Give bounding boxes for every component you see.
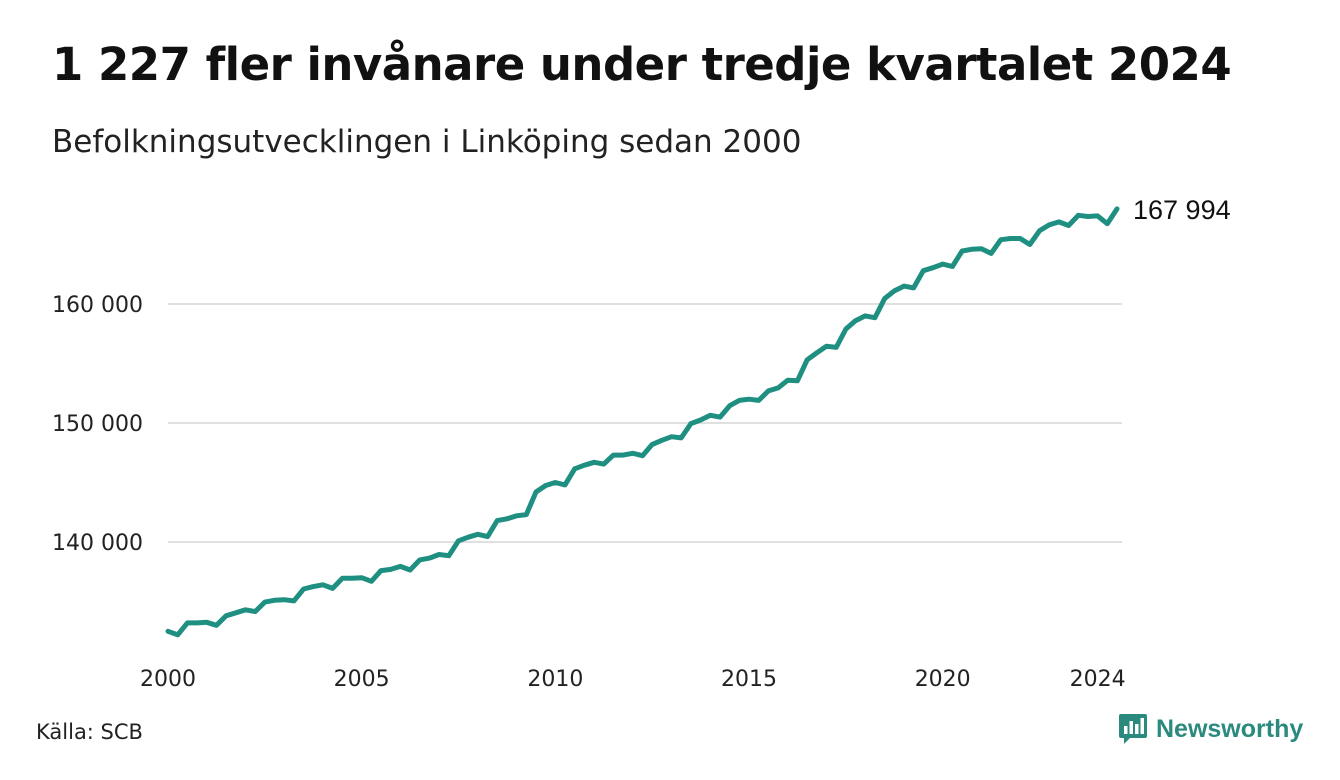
brand-name: Newsworthy <box>1156 714 1304 743</box>
x-tick-label: 2010 <box>527 667 583 692</box>
x-tick-label: 2020 <box>915 667 971 692</box>
y-axis-ticks: 140 000 150 000 160 000 <box>52 293 143 556</box>
gridlines <box>168 303 1122 543</box>
y-tick-label: 150 000 <box>52 412 143 437</box>
source-note: Källa: SCB <box>36 720 143 744</box>
y-tick-label: 140 000 <box>52 531 143 556</box>
chart-subtitle: Befolkningsutvecklingen i Linköping seda… <box>52 124 802 160</box>
population-line <box>165 206 1120 638</box>
x-tick-label: 2024 <box>1070 667 1126 692</box>
y-tick-label: 160 000 <box>52 293 143 318</box>
newsworthy-logo-icon <box>1119 714 1147 744</box>
x-tick-label: 2000 <box>140 667 196 692</box>
chart-title: 1 227 fler invånare under tredje kvartal… <box>52 38 1232 91</box>
x-axis-ticks: 2000 2005 2010 2015 2020 2024 <box>140 667 1126 692</box>
x-tick-label: 2015 <box>721 667 777 692</box>
end-value-label: 167 994 <box>1133 195 1231 225</box>
brand-logo[interactable]: Newsworthy <box>1118 712 1303 746</box>
x-tick-label: 2005 <box>334 667 390 692</box>
